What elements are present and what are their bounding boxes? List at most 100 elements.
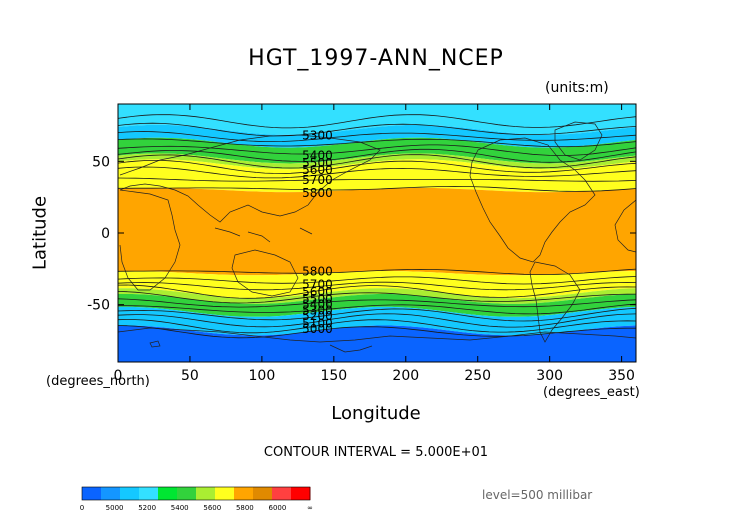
- x-tick-label-3: 150: [320, 368, 347, 384]
- units-label: (units:m): [545, 80, 609, 96]
- colorbar: 0 5000 5200 5400 5600 5800 6000 ∞: [80, 486, 313, 512]
- band-9: [118, 306, 636, 336]
- y-tick-group: 50 0 -50: [87, 154, 636, 314]
- coast-antarctic-peninsula: [329, 344, 373, 353]
- colorbar-label-5: 5800: [236, 504, 254, 512]
- contour-label-6: 5800: [302, 265, 333, 279]
- x-tick-label-6: 300: [536, 368, 563, 384]
- contour-label-8: 5600: [302, 285, 333, 299]
- colorbar-label-2: 5200: [138, 504, 156, 512]
- contour-line-19: [117, 313, 637, 328]
- contour-line-11: [117, 268, 637, 276]
- contour-label-10: 5400: [302, 298, 333, 312]
- band-6: [118, 271, 636, 299]
- contour-line-13: [117, 281, 637, 291]
- x-tick-label-7: 350: [608, 368, 635, 384]
- colorbar-swatch-10: [272, 487, 292, 500]
- colorbar-label-7: ∞: [307, 504, 313, 512]
- contour-label-9: 5500: [302, 292, 333, 306]
- colorbar-swatch-1: [101, 487, 121, 500]
- colorbar-label-1: 5000: [106, 504, 124, 512]
- contour-line-12: [117, 276, 637, 285]
- contour-line-20: [117, 319, 637, 334]
- coast-small-island: [149, 340, 161, 348]
- colorbar-label-6: 6000: [269, 504, 287, 512]
- colorbar-swatch-8: [234, 487, 254, 500]
- contour-line-8: [117, 166, 637, 179]
- band-5: [118, 187, 636, 276]
- band-1: [118, 124, 636, 148]
- coast-west-africa-wrap: [614, 199, 637, 253]
- contour-label-group: 5300540055005600570058005800570056005500…: [302, 129, 333, 336]
- x-tick-label-1: 50: [181, 368, 199, 384]
- coast-north-america: [469, 137, 596, 263]
- x-tick-label-4: 200: [392, 368, 419, 384]
- coastlines: [117, 121, 637, 353]
- coast-new-zealand: [321, 293, 329, 315]
- band-3: [118, 153, 636, 170]
- colorbar-swatch-11: [291, 487, 311, 500]
- colorbar-frame: [81, 486, 311, 501]
- contour-label-13: 5100: [302, 316, 333, 330]
- contour-label-3: 5600: [302, 163, 333, 177]
- band-4: [118, 159, 636, 193]
- colorbar-swatch-6: [196, 487, 216, 500]
- contour-interval-text: CONTOUR INTERVAL = 5.000E+01: [263, 445, 489, 460]
- contour-line-3: [117, 138, 637, 148]
- contour-label-11: 5300: [302, 303, 333, 317]
- coast-indonesia: [214, 227, 313, 243]
- band-0: [118, 104, 636, 135]
- contour-label-4: 5700: [302, 173, 333, 187]
- coast-south-america: [529, 261, 581, 343]
- contour-label-0: 5300: [302, 129, 333, 143]
- contour-label-14: 5000: [302, 322, 333, 336]
- level-text: level=500 millibar: [482, 488, 593, 502]
- contour-line-7: [117, 160, 637, 174]
- contour-bands: [118, 104, 636, 362]
- contour-line-15: [117, 291, 637, 304]
- contour-line-18: [117, 307, 637, 322]
- contour-label-12: 5200: [302, 309, 333, 323]
- contour-label-1: 5400: [302, 149, 333, 163]
- chart-title: HGT_1997-ANN_NCEP: [248, 46, 504, 71]
- x-unit-east-label: (degrees_east): [543, 385, 640, 400]
- contour-line-1: [117, 122, 637, 137]
- x-tick-label-0: 0: [114, 368, 123, 384]
- contour-line-9: [117, 177, 637, 182]
- contour-line-17: [118, 303, 637, 315]
- contour-line-4: [117, 144, 637, 157]
- contour-line-21: [117, 325, 636, 339]
- colorbar-swatch-3: [139, 487, 159, 500]
- colorbar-label-3: 5400: [171, 504, 189, 512]
- y-tick-label-1: 0: [101, 226, 110, 242]
- band-10: [118, 325, 636, 362]
- contour-line-10: [118, 185, 637, 192]
- colorbar-swatch-9: [253, 487, 273, 500]
- contour-label-5: 5800: [302, 186, 333, 200]
- y-tick-label-2: -50: [87, 298, 110, 314]
- contour-label-2: 5500: [302, 156, 333, 170]
- x-axis-label: Longitude: [331, 403, 421, 424]
- coast-antarctica: [117, 327, 637, 343]
- coast-africa: [119, 189, 181, 291]
- contour-lines: [117, 114, 637, 339]
- colorbar-label-0: 0: [80, 504, 84, 512]
- colorbar-swatch-2: [120, 487, 140, 500]
- x-tick-group: 0 50 100 150 200 250 300 350: [114, 104, 635, 384]
- band-7: [118, 288, 636, 304]
- colorbar-swatch-5: [177, 487, 197, 500]
- contour-line-0: [117, 114, 637, 129]
- contour-line-6: [117, 154, 637, 169]
- x-tick-label-5: 250: [464, 368, 491, 384]
- coast-eurasia: [119, 134, 381, 223]
- contour-line-16: [117, 298, 637, 308]
- colorbar-label-4: 5600: [203, 504, 221, 512]
- contour-line-14: [117, 284, 637, 299]
- x-tick-label-2: 100: [249, 368, 276, 384]
- coast-australia: [231, 249, 299, 297]
- colorbar-swatch-4: [158, 487, 178, 500]
- contour-label-7: 5700: [302, 278, 333, 292]
- x-unit-label: (degrees_north): [46, 374, 150, 389]
- y-tick-label-0: 50: [92, 154, 110, 170]
